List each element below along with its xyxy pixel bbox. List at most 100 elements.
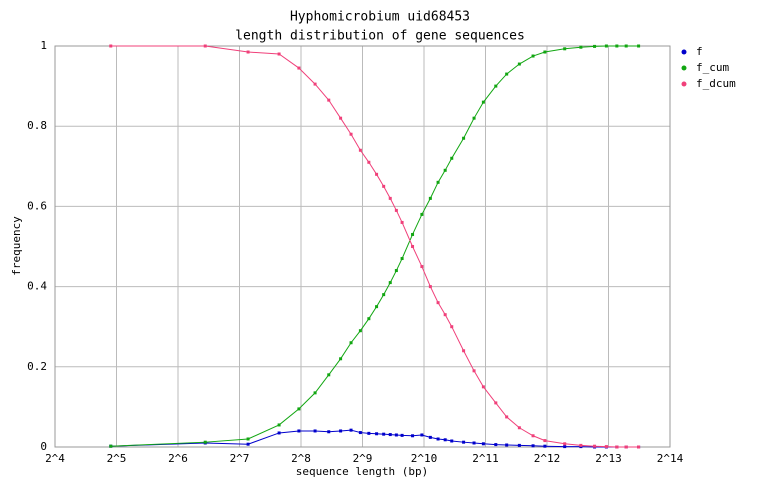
- data-point: [436, 301, 440, 305]
- y-tick-label: 0.8: [27, 119, 47, 132]
- data-point: [358, 148, 362, 152]
- x-tick-label: 2^9: [353, 452, 373, 465]
- data-point: [481, 442, 485, 446]
- legend-label: f_cum: [696, 61, 729, 74]
- data-point: [349, 428, 353, 432]
- data-point: [420, 212, 424, 216]
- data-point: [327, 373, 331, 377]
- data-point: [313, 429, 317, 433]
- data-point: [505, 415, 509, 419]
- data-point: [246, 437, 250, 441]
- data-point: [394, 433, 398, 437]
- data-point: [579, 45, 583, 49]
- x-axis-label: sequence length (bp): [296, 465, 428, 478]
- data-point: [339, 429, 343, 433]
- data-point: [436, 180, 440, 184]
- data-point: [531, 54, 535, 58]
- data-point: [543, 444, 547, 448]
- data-point: [411, 245, 415, 248]
- data-point: [615, 44, 619, 48]
- data-point: [604, 445, 608, 449]
- data-point: [543, 439, 547, 443]
- data-point: [109, 44, 113, 48]
- data-point: [297, 429, 301, 433]
- data-point: [428, 285, 432, 289]
- data-point: [481, 385, 485, 389]
- y-tick-label: 1: [40, 39, 47, 52]
- data-point: [382, 432, 386, 436]
- data-point: [517, 426, 521, 430]
- x-tick-label: 2^10: [411, 452, 438, 465]
- data-point: [494, 443, 498, 447]
- data-point: [203, 44, 207, 48]
- data-point: [277, 52, 281, 56]
- legend-marker: [681, 65, 687, 71]
- y-tick-label: 0: [40, 440, 47, 453]
- data-point: [443, 313, 447, 317]
- x-tick-label: 2^14: [657, 452, 684, 465]
- data-point: [472, 116, 476, 120]
- data-point: [388, 281, 392, 285]
- data-point: [327, 430, 331, 434]
- data-point: [411, 434, 415, 438]
- legend-label: f: [696, 45, 703, 58]
- data-point: [450, 325, 454, 329]
- data-point: [313, 391, 317, 395]
- data-point: [494, 401, 498, 405]
- data-point: [388, 433, 392, 437]
- data-point: [472, 441, 476, 445]
- data-point: [531, 444, 535, 448]
- data-point: [109, 444, 113, 448]
- data-point: [462, 349, 466, 353]
- data-point: [394, 269, 398, 273]
- data-point: [494, 84, 498, 88]
- y-tick-label: 0.2: [27, 360, 47, 373]
- x-tick-label: 2^4: [45, 452, 65, 465]
- data-point: [203, 440, 207, 444]
- data-point: [382, 184, 386, 188]
- data-point: [349, 341, 353, 345]
- data-point: [531, 434, 535, 438]
- data-point: [375, 432, 379, 436]
- data-point: [462, 440, 466, 444]
- data-point: [579, 443, 583, 447]
- data-point: [375, 305, 379, 309]
- chart-title: Hyphomicrobium uid68453: [290, 10, 470, 25]
- data-point: [462, 136, 466, 140]
- data-point: [563, 445, 567, 449]
- data-point: [450, 156, 454, 160]
- data-point: [637, 44, 641, 48]
- data-point: [367, 431, 371, 435]
- data-point: [443, 168, 447, 172]
- data-point: [313, 82, 317, 86]
- data-point: [517, 62, 521, 66]
- data-point: [563, 47, 567, 51]
- data-point: [481, 100, 485, 104]
- data-point: [604, 44, 608, 48]
- data-point: [543, 50, 547, 54]
- data-point: [428, 435, 432, 439]
- data-point: [420, 433, 424, 437]
- data-point: [436, 437, 440, 441]
- data-point: [358, 431, 362, 435]
- data-point: [277, 423, 281, 427]
- data-point: [637, 445, 641, 449]
- x-tick-label: 2^11: [472, 452, 499, 465]
- y-tick-label: 0.4: [27, 280, 47, 293]
- x-tick-label: 2^5: [107, 452, 127, 465]
- data-point: [388, 196, 392, 200]
- x-tick-label: 2^8: [291, 452, 311, 465]
- data-point: [505, 72, 509, 76]
- x-tick-label: 2^12: [534, 452, 561, 465]
- x-tick-label: 2^7: [230, 452, 250, 465]
- data-point: [517, 443, 521, 447]
- data-point: [327, 98, 331, 102]
- data-point: [615, 445, 619, 449]
- data-point: [505, 443, 509, 447]
- data-point: [349, 132, 353, 136]
- data-point: [367, 160, 371, 164]
- data-point: [593, 44, 597, 48]
- data-point: [246, 442, 250, 446]
- data-point: [394, 208, 398, 212]
